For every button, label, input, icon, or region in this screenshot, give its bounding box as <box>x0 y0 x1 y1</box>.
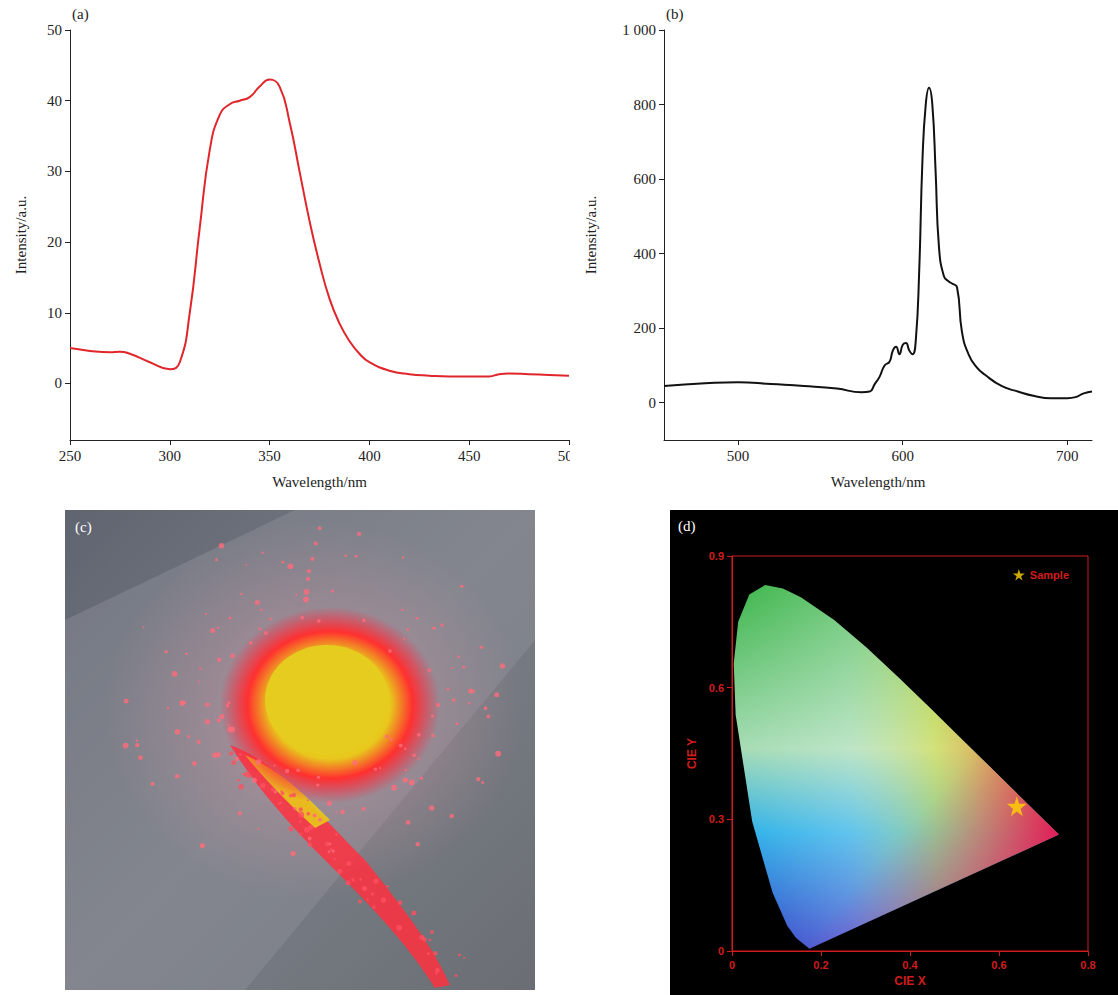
svg-text:(c): (c) <box>75 519 92 536</box>
svg-text:800: 800 <box>634 97 657 113</box>
svg-text:0.6: 0.6 <box>991 959 1006 971</box>
svg-text:600: 600 <box>634 171 657 187</box>
svg-text:Intensity/a.u.: Intensity/a.u. <box>583 196 599 274</box>
svg-text:0.8: 0.8 <box>1080 959 1095 971</box>
svg-text:40: 40 <box>47 93 62 109</box>
svg-text:CIE X: CIE X <box>894 974 925 988</box>
svg-text:20: 20 <box>47 234 62 250</box>
svg-text:1 000: 1 000 <box>622 22 656 38</box>
svg-text:CIE Y: CIE Y <box>685 738 699 769</box>
svg-text:Sample: Sample <box>1030 569 1069 581</box>
svg-text:250: 250 <box>59 448 82 464</box>
svg-text:0.9: 0.9 <box>709 550 724 562</box>
svg-text:0: 0 <box>729 959 735 971</box>
svg-text:700: 700 <box>1056 448 1079 464</box>
svg-text:(b): (b) <box>666 6 684 23</box>
svg-text:500: 500 <box>727 448 750 464</box>
svg-text:500: 500 <box>557 447 581 464</box>
svg-text:Intensity/a.u.: Intensity/a.u. <box>13 196 29 274</box>
svg-text:0: 0 <box>718 945 724 957</box>
svg-text:0.3: 0.3 <box>709 813 724 825</box>
svg-text:0: 0 <box>55 375 63 391</box>
svg-text:450: 450 <box>458 448 481 464</box>
svg-text:200: 200 <box>634 320 657 336</box>
svg-text:10: 10 <box>47 305 62 321</box>
svg-text:350: 350 <box>258 448 281 464</box>
svg-text:400: 400 <box>634 246 657 262</box>
svg-text:600: 600 <box>891 448 914 464</box>
svg-text:0.4: 0.4 <box>902 959 918 971</box>
svg-text:Wavelength/nm: Wavelength/nm <box>272 474 367 490</box>
svg-text:(d): (d) <box>678 518 696 535</box>
svg-text:30: 30 <box>47 163 62 179</box>
svg-text:0.6: 0.6 <box>709 682 724 694</box>
svg-text:50: 50 <box>47 22 62 38</box>
svg-text:300: 300 <box>159 448 182 464</box>
svg-text:0.2: 0.2 <box>813 959 828 971</box>
svg-text:Wavelength/nm: Wavelength/nm <box>831 474 926 490</box>
svg-text:0: 0 <box>649 395 657 411</box>
svg-text:(a): (a) <box>72 6 89 23</box>
svg-text:400: 400 <box>358 448 381 464</box>
